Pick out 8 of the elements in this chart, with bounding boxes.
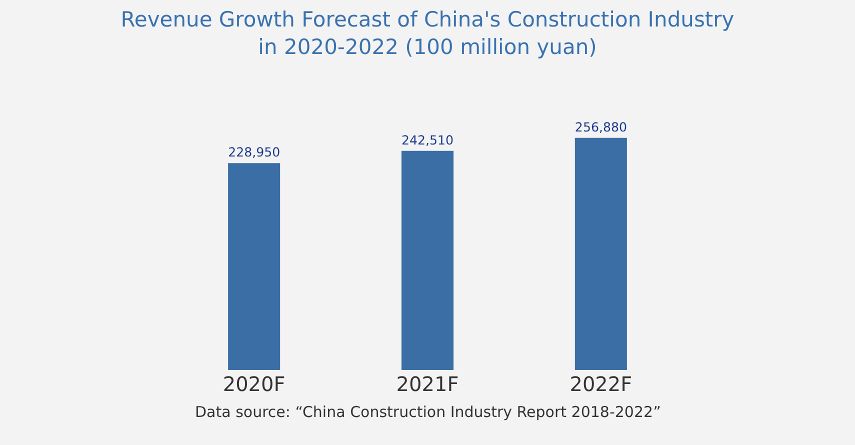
x-tick-label: 2020F — [222, 372, 286, 396]
source-note: Data source: “China Construction Industry Report 2018-2022” — [195, 403, 661, 421]
x-tick-label: 2022F — [570, 372, 632, 396]
data-label: 242,510 — [401, 132, 454, 148]
data-label: 228,950 — [228, 144, 280, 160]
x-tick-label: 2021F — [396, 372, 459, 396]
data-label: 256,880 — [574, 119, 627, 134]
chart-title: Revenue Growth Forecast of China's Construction Industry in 2020-2022 (100 million yuan) — [120, 8, 734, 59]
